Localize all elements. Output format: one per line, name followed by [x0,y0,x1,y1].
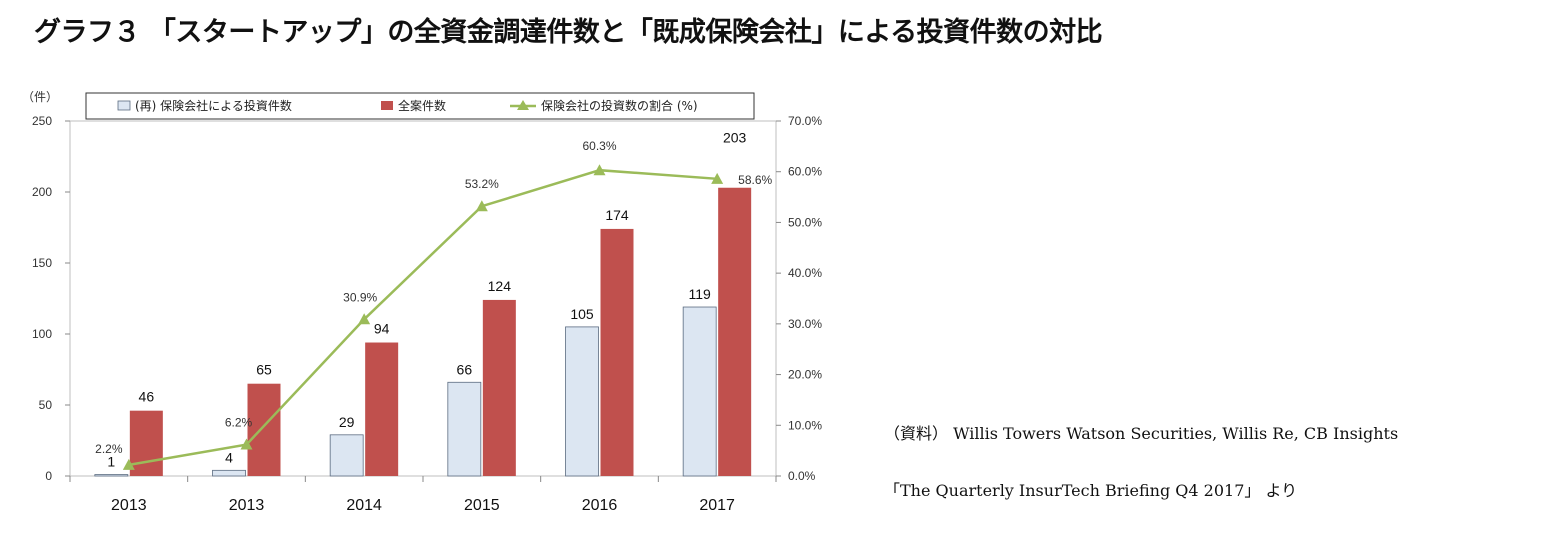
bar-insurer-investments [212,469,246,477]
y-right-tick-label: 40.0% [788,266,822,280]
bar-total-deals [365,342,399,476]
y-left-tick-label: 0 [45,469,52,483]
x-category-label: 2013 [229,497,265,514]
bar-insurer-investments-label: 4 [225,449,233,465]
x-category-label: 2017 [699,497,735,514]
line-point-marker [122,458,135,470]
y-right-tick-label: 0.0% [788,469,816,483]
bar-insurer-investments [94,474,129,477]
legend-swatch-line-marker [517,100,529,110]
y-right-tick-label: 10.0% [788,418,822,432]
bar-insurer-investments [329,434,364,477]
y-right-tick-label: 60.0% [788,165,822,179]
bar-total-deals [482,299,516,476]
line-point-label: 60.3% [582,139,616,153]
y-right-tick-label: 30.0% [788,317,822,331]
legend-swatch-insurer-investments [117,100,131,111]
line-point-marker [593,164,606,176]
bar-insurer-investments [447,381,482,477]
y-left-tick-label: 100 [32,327,52,341]
bar-insurer-investments-label: 29 [339,414,355,430]
source-line-2: 「The Quarterly InsurTech Briefing Q4 201… [884,481,1298,500]
bar-total-deals [718,187,752,477]
y-left-tick-label: 150 [32,256,52,270]
legend: (再) 保険会社による投資件数 全案件数 保険会社の投資数の割合 (%) [85,92,755,120]
y-left-unit: （件） [22,90,58,104]
legend-label-insurer-share: 保険会社の投資数の割合 (%) [541,98,698,113]
line-point-marker [358,313,371,325]
bar-total-deals-label: 46 [139,389,155,405]
y-right-tick-label: 50.0% [788,215,822,229]
x-category-label: 2013 [111,497,147,514]
bar-total-deals-label: 94 [374,321,390,337]
bar-insurer-investments-label: 1 [107,454,115,470]
legend-box [85,92,755,120]
bar-insurer-investments-label: 119 [689,286,712,302]
chart-title: グラフ３ 「スタートアップ」の全資金調達件数と「既成保険会社」による投資件数の対… [34,17,1103,48]
bar-insurer-investments [682,306,717,477]
bar-total-deals-label: 124 [488,278,512,294]
y-left-tick-label: 50 [39,398,53,412]
x-category-label: 2014 [346,497,382,514]
legend-swatch-total-deals [381,101,393,110]
bar-insurer-investments-label: 66 [457,361,473,377]
bar-total-deals [247,383,281,476]
bar-total-deals [600,228,634,476]
line-point-marker [475,200,488,212]
line-point-label: 2.2% [95,442,123,456]
x-category-label: 2015 [464,497,500,514]
line-point-label: 58.6% [738,173,772,187]
line-point-label: 53.2% [465,177,499,191]
bar-total-deals [129,410,163,476]
legend-label-insurer-investments: (再) 保険会社による投資件数 [135,98,292,113]
legend-label-total-deals: 全案件数 [398,98,446,113]
y-right-tick-label: 20.0% [788,368,822,382]
line-point-label: 30.9% [343,290,377,304]
y-right-tick-label: 70.0% [788,114,822,128]
y-left-tick-label: 250 [32,114,52,128]
source-line-1: （資料） Willis Towers Watson Securities, Wi… [884,424,1399,443]
line-insurer-share [128,168,718,467]
bar-total-deals-label: 65 [256,362,272,378]
bar-insurer-investments [565,326,599,477]
bar-total-deals-label: 203 [723,130,747,146]
bar-insurer-investments-label: 105 [570,306,594,322]
y-left-tick-label: 200 [32,185,52,199]
bar-total-deals-label: 174 [605,207,629,223]
line-point-marker [711,172,724,184]
line-point-label: 6.2% [225,416,253,430]
line-point-marker [240,438,253,450]
x-category-label: 2016 [582,497,618,514]
